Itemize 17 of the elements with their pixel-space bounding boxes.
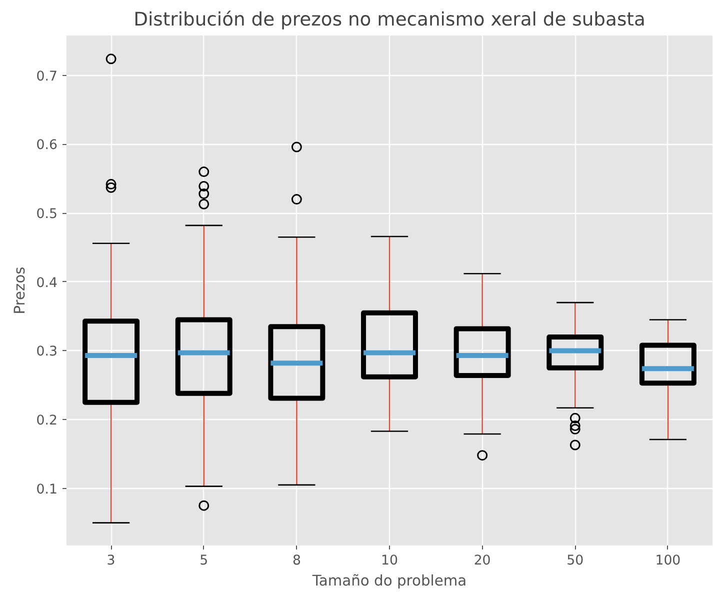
x-axis-title: Tamaño do problema [311, 572, 467, 590]
y-tick-label: 0.6 [36, 138, 58, 154]
x-tick-label: 5 [200, 554, 208, 568]
x-tick-label: 3 [106, 554, 116, 568]
y-axis-title: Prezos [11, 266, 28, 314]
x-tick-label: 50 [566, 554, 584, 568]
y-tick-label: 0.1 [36, 482, 58, 498]
x-tick-label: 10 [381, 554, 398, 568]
x-tick-label: 8 [292, 554, 301, 568]
y-tick-label: 0.7 [36, 69, 58, 84]
chart-title: Distribución de prezos no mecanismo xeral de subasta [134, 10, 646, 30]
x-tick-label: 100 [655, 554, 681, 568]
x-tick-label: 20 [474, 554, 491, 568]
y-tick-label: 0.5 [36, 207, 58, 222]
y-tick-label: 0.2 [36, 414, 58, 429]
y-tick-label: 0.3 [36, 344, 58, 360]
y-tick-label: 0.4 [36, 276, 58, 291]
